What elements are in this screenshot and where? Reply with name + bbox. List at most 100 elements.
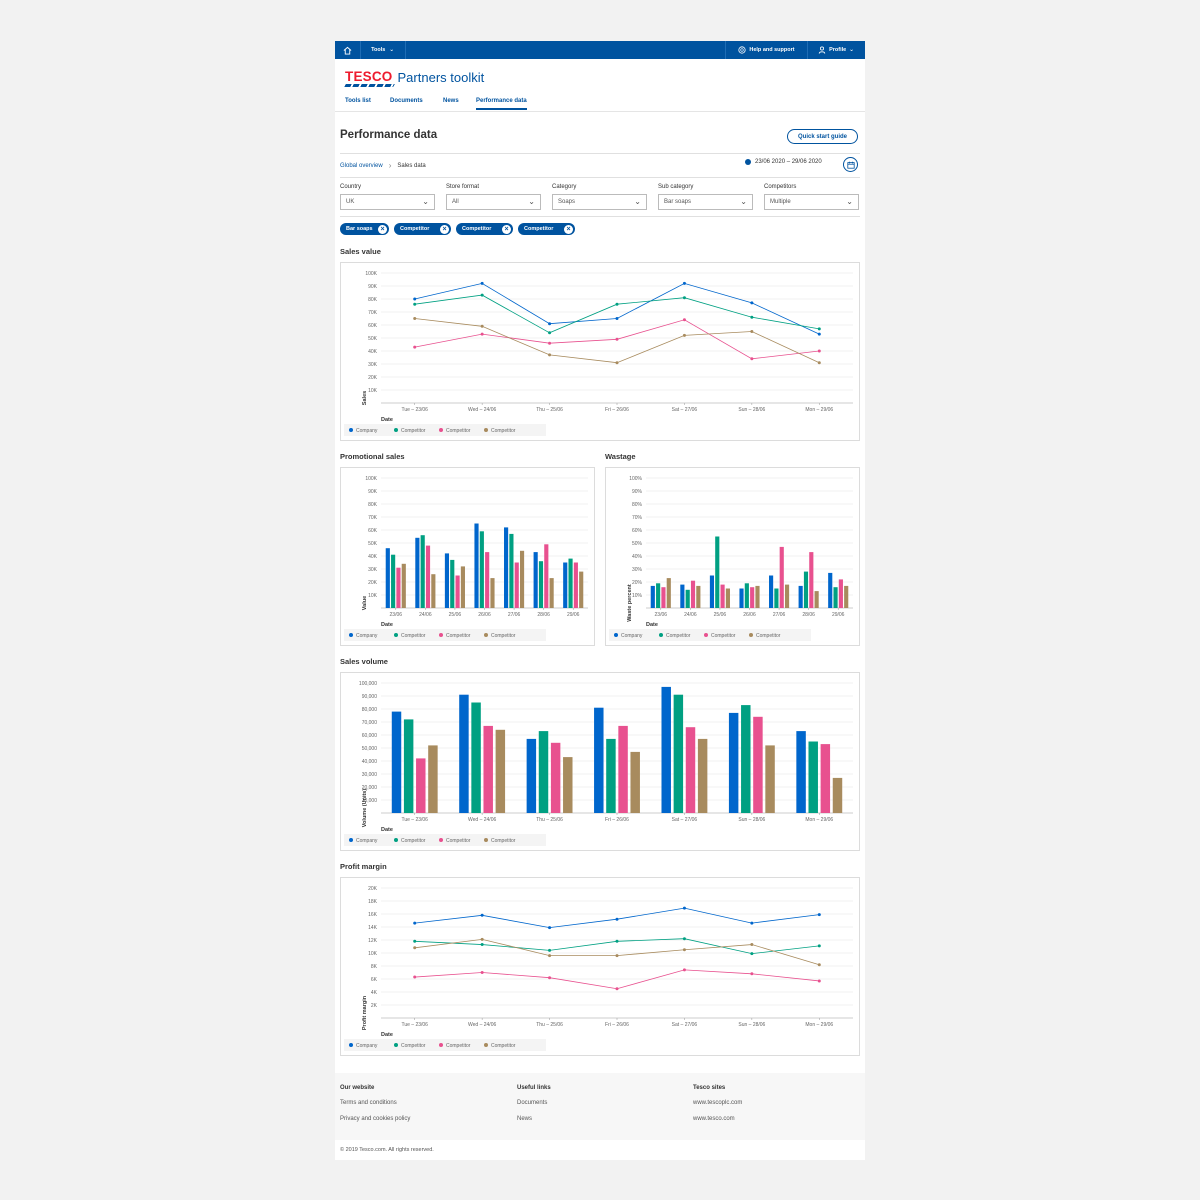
tools-menu[interactable]: Tools ⌄ — [360, 41, 406, 59]
tab-news[interactable]: News — [443, 98, 459, 104]
data-point — [615, 939, 619, 943]
bar — [455, 575, 460, 608]
y-tick-label: 60,000 — [362, 733, 378, 739]
close-icon[interactable]: × — [378, 224, 387, 234]
footer-link[interactable]: www.tesco.com — [693, 1116, 735, 1122]
category-select[interactable]: Soaps ⌄ — [552, 194, 647, 210]
bar — [656, 583, 661, 608]
footer-link[interactable]: www.tescoplc.com — [693, 1100, 743, 1106]
quick-start-guide-button[interactable]: Quick start guide — [787, 129, 858, 144]
chevron-right-icon: › — [388, 161, 392, 170]
filter-chip[interactable]: Competitor × — [456, 223, 513, 235]
close-icon[interactable]: × — [564, 224, 573, 234]
y-tick-label: 10K — [368, 593, 378, 599]
bar — [739, 588, 744, 608]
y-tick-label: 100K — [365, 476, 377, 482]
chevron-down-icon: ⌄ — [740, 197, 747, 206]
store-format-select[interactable]: All ⌄ — [446, 194, 541, 210]
y-tick-label: 80K — [368, 297, 378, 303]
y-tick-label: 70,000 — [362, 720, 378, 726]
close-icon[interactable]: × — [502, 224, 511, 234]
footer-link[interactable]: Terms and conditions — [340, 1100, 397, 1106]
bar — [431, 574, 436, 608]
y-tick-label: 8K — [371, 964, 378, 970]
data-point — [750, 972, 754, 976]
footer-column: Useful links Documents News — [517, 1085, 551, 1132]
data-point — [682, 906, 686, 910]
profile-menu[interactable]: Profile ⌄ — [807, 41, 865, 59]
tab-performance-data[interactable]: Performance data — [476, 98, 527, 110]
help-and-support-button[interactable]: Help and support — [725, 41, 808, 59]
divider — [340, 153, 860, 154]
bar — [563, 757, 573, 813]
filter-label: Store format — [446, 184, 480, 190]
data-point — [548, 331, 552, 335]
footer-link[interactable]: News — [517, 1116, 533, 1122]
bar — [425, 545, 431, 608]
legend-marker — [394, 1043, 398, 1047]
bar — [396, 567, 401, 608]
footer: Our website Terms and conditions Privacy… — [335, 1073, 865, 1140]
user-icon — [818, 46, 826, 54]
filter-chip[interactable]: Bar soaps × — [340, 223, 389, 235]
y-tick-label: 50K — [368, 336, 378, 342]
bar — [533, 552, 538, 608]
data-point — [817, 332, 821, 336]
sub-category-select[interactable]: Bar soaps ⌄ — [658, 194, 753, 210]
x-tick-label: 28/06 — [802, 612, 815, 618]
y-tick-label: 100K — [365, 271, 377, 277]
bar — [715, 536, 720, 608]
data-point — [413, 946, 417, 950]
tesco-logo[interactable]: TESCO — [344, 70, 395, 87]
tab-tools-list[interactable]: Tools list — [345, 98, 371, 104]
filter-chip[interactable]: Competitor × — [394, 223, 451, 235]
date-range-text: 23/06 2020 – 29/06 2020 — [755, 159, 822, 165]
y-tick-label: 70% — [632, 515, 643, 521]
filter-sub-category: Sub category Bar soaps ⌄ — [658, 184, 753, 210]
filter-label: Category — [552, 184, 577, 190]
bar — [779, 546, 784, 608]
bar — [796, 731, 806, 813]
bar — [391, 554, 396, 608]
x-axis-label: Date — [381, 622, 393, 628]
data-point — [548, 353, 552, 357]
bar — [606, 738, 616, 813]
y-axis-label: Volume (Units) — [362, 789, 368, 828]
top-nav-bar: Tools ⌄ Help and support Profile ⌄ — [335, 41, 865, 59]
data-point — [750, 952, 754, 956]
calendar-button[interactable] — [843, 157, 858, 172]
breadcrumb-global-overview[interactable]: Global overview — [340, 162, 383, 169]
legend-marker — [349, 1043, 353, 1047]
data-point — [682, 948, 686, 952]
bar — [549, 578, 554, 608]
footer-link[interactable]: Privacy and cookies policy — [340, 1116, 411, 1122]
x-axis-label: Date — [646, 622, 658, 628]
close-icon[interactable]: × — [440, 224, 449, 234]
bar — [415, 537, 420, 608]
data-point — [682, 968, 686, 972]
footer-link[interactable]: Documents — [517, 1100, 548, 1106]
competitors-select[interactable]: Multiple ⌄ — [764, 194, 859, 210]
country-select[interactable]: UK ⌄ — [340, 194, 435, 210]
y-tick-label: 10,000 — [362, 798, 378, 804]
tab-documents[interactable]: Documents — [390, 98, 423, 104]
x-axis-label: Date — [381, 417, 393, 423]
filter-chip[interactable]: Competitor × — [518, 223, 575, 235]
bar — [765, 745, 775, 813]
home-button[interactable] — [335, 41, 361, 59]
chevron-down-icon: ⌄ — [528, 197, 535, 206]
sales-volume-chart-svg: 10,000 20,000 30,000 40,000 50,000 60,000 70,0… — [344, 681, 853, 846]
data-point — [750, 301, 754, 305]
legend-marker — [439, 428, 443, 432]
x-tick-label: 24/06 — [684, 612, 697, 618]
data-point — [615, 361, 619, 365]
sales-value-chart: 10K 20K 30K 40K 50K 60K 70K 80K 90K 100K Tue – 23/… — [340, 262, 860, 441]
legend-background — [344, 834, 546, 846]
chevron-down-icon: ⌄ — [849, 47, 854, 53]
data-point — [615, 317, 619, 320]
y-tick-label: 14K — [368, 925, 378, 931]
bar — [697, 738, 708, 813]
brand-header: TESCO Partners toolkit — [344, 67, 484, 87]
bar — [820, 744, 831, 813]
bar — [544, 544, 549, 608]
